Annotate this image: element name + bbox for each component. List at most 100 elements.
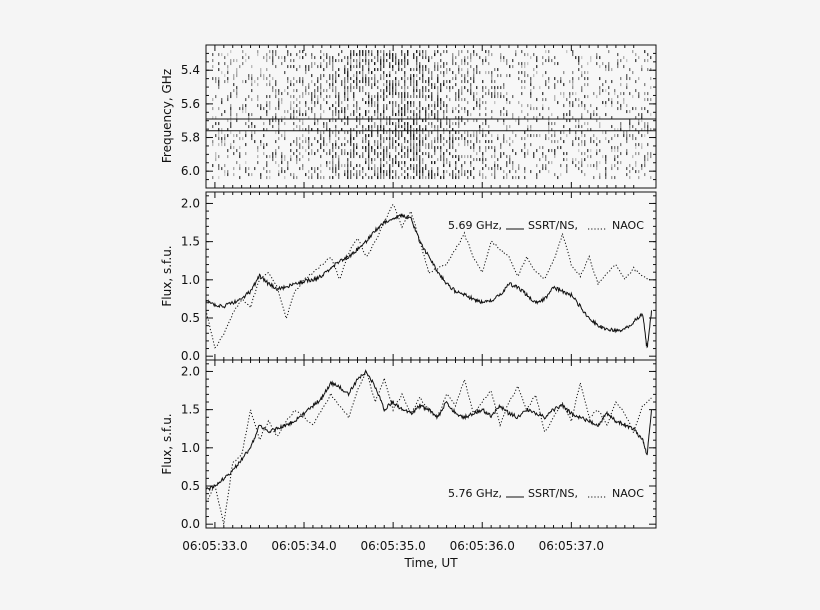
flux-plot-area-bottom	[206, 360, 656, 528]
spectrogram-pixel	[392, 110, 394, 114]
spectrogram-pixel	[266, 170, 268, 174]
spectrogram-pixel	[359, 71, 361, 75]
spectrogram-pixel	[275, 155, 277, 159]
spectrogram-pixel	[578, 161, 580, 165]
spectrogram-pixel	[293, 107, 295, 111]
spectrogram-pixel	[572, 143, 574, 147]
spectrogram-pixel	[437, 50, 439, 54]
x-tick-label: 06:05:37.0	[539, 539, 604, 553]
spectrogram-pixel	[389, 167, 391, 171]
spectrogram-pixel	[575, 98, 577, 102]
spectrogram-pixel	[347, 170, 349, 174]
spectrogram-pixel	[530, 89, 532, 93]
spectrogram-pixel	[620, 77, 622, 81]
spectrogram-pixel	[416, 173, 418, 177]
spectrogram-pixel	[524, 170, 526, 174]
spectrogram-pixel	[500, 167, 502, 171]
spectrogram-pixel	[488, 125, 490, 129]
spectrogram-pixel	[464, 170, 466, 174]
spectrogram-pixel	[464, 173, 466, 177]
spectrogram-pixel	[440, 149, 442, 153]
spectrogram-pixel	[344, 164, 346, 168]
spectrogram-pixel	[365, 56, 367, 60]
spectrogram-pixel	[425, 86, 427, 90]
spectrogram-pixel	[389, 74, 391, 78]
spectrogram-pixel	[569, 101, 571, 105]
series-ssrt-ns	[205, 369, 652, 492]
spectrogram-pixel	[245, 134, 247, 138]
spectrogram-pixel	[563, 113, 565, 117]
spectrogram-pixel	[482, 176, 484, 180]
spectrogram-pixel	[305, 65, 307, 69]
spectrogram-pixel	[266, 77, 268, 81]
spectrogram-pixel	[362, 65, 364, 69]
spectrogram-pixel	[383, 95, 385, 99]
spectrogram-pixel	[521, 149, 523, 153]
spectrogram-pixel	[323, 59, 325, 63]
spectrogram-pixel	[509, 65, 511, 69]
spectrogram-pixel	[638, 77, 640, 81]
spectrogram-pixel	[308, 128, 310, 132]
spectrogram-pixel	[521, 104, 523, 108]
spectrogram-pixel	[596, 143, 598, 147]
spectrogram-pixel	[638, 131, 640, 135]
spectrogram-pixel	[464, 155, 466, 159]
spectrogram-pixel	[344, 149, 346, 153]
spectrogram-pixel	[491, 80, 493, 84]
spectrogram-pixel	[305, 53, 307, 57]
spectrogram-pixel	[467, 110, 469, 114]
spectrogram-pixel	[356, 170, 358, 174]
spectrogram-pixel	[365, 74, 367, 78]
spectrogram-pixel	[545, 80, 547, 84]
spectrogram-pixel	[230, 92, 232, 96]
spectrogram-pixel	[425, 125, 427, 129]
spectrogram-pixel	[257, 149, 259, 153]
spectrogram-pixel	[368, 83, 370, 87]
spectrogram-pixel	[599, 116, 601, 120]
spectrogram-pixel	[371, 161, 373, 165]
spectrogram-pixel	[518, 62, 520, 66]
spectrogram-pixel	[404, 152, 406, 156]
spectrogram-pixel	[302, 56, 304, 60]
spectrogram-pixel	[479, 113, 481, 117]
spectrogram-pixel	[524, 155, 526, 159]
spectrogram-pixel	[449, 119, 451, 123]
spectrogram-pixel	[437, 113, 439, 117]
spectrogram-pixel	[545, 59, 547, 63]
spectrogram-pixel	[548, 149, 550, 153]
spectrogram-pixel	[242, 56, 244, 60]
spectrogram-pixel	[335, 92, 337, 96]
spectrogram-pixel	[248, 173, 250, 177]
spectrogram-pixel	[347, 167, 349, 171]
spectrogram-pixel	[251, 173, 253, 177]
spectrogram-pixel	[359, 56, 361, 60]
spectrogram-pixel	[629, 125, 631, 129]
spectrogram-pixel	[542, 74, 544, 78]
spectrogram-pixel	[422, 152, 424, 156]
spectrogram-pixel	[632, 107, 634, 111]
spectrogram-pixel	[578, 119, 580, 123]
spectrogram-pixel	[380, 59, 382, 63]
spectrogram-pixel	[560, 164, 562, 168]
spectrogram-pixel	[461, 119, 463, 123]
spectrogram-pixel	[308, 152, 310, 156]
spectrogram-pixel	[431, 71, 433, 75]
spectrogram-pixel	[407, 110, 409, 114]
spectrogram-pixel	[293, 59, 295, 63]
spectrogram-pixel	[308, 158, 310, 162]
spectrogram-pixel	[245, 152, 247, 156]
spectrogram-pixel	[404, 62, 406, 66]
spectrogram-pixel	[500, 143, 502, 147]
spectrogram-pixel	[263, 146, 265, 150]
spectrogram-pixel	[413, 113, 415, 117]
spectrogram-pixel	[281, 56, 283, 60]
spectrogram-pixel	[311, 173, 313, 177]
spectrogram-pixel	[356, 80, 358, 84]
spectrogram-pixel	[566, 170, 568, 174]
spectrogram-pixel	[344, 77, 346, 81]
spectrogram-pixel	[230, 107, 232, 111]
spectrogram-pixel	[581, 170, 583, 174]
spectrogram-pixel	[608, 98, 610, 102]
spectrogram-pixel	[455, 164, 457, 168]
spectrogram-pixel	[461, 98, 463, 102]
